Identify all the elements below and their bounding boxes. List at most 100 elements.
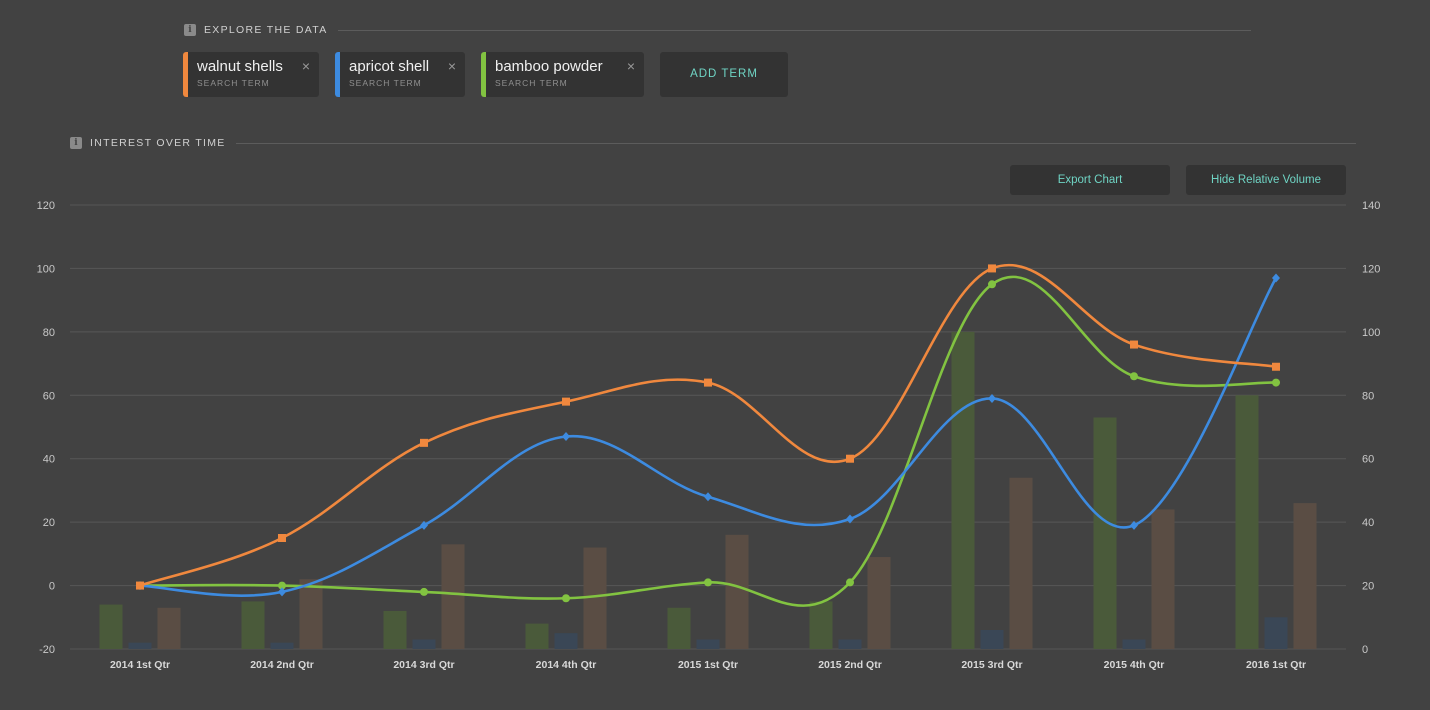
series-line (139, 263, 1277, 587)
y-tick-label-left: -20 (39, 644, 55, 656)
volume-bar (99, 604, 123, 649)
y-tick-label-left: 80 (43, 327, 55, 339)
divider (235, 142, 1356, 144)
volume-bar (441, 544, 465, 649)
x-tick-label: 2015 2nd Qtr (818, 659, 882, 671)
term-name: bamboo powder (495, 58, 603, 75)
data-point (704, 492, 712, 502)
term-color-stripe (183, 52, 188, 97)
volume-bar (157, 607, 181, 649)
term-name: walnut shells (197, 58, 283, 75)
volume-bar (809, 601, 833, 649)
explore-title: EXPLORE THE DATA (204, 24, 328, 36)
data-point (420, 438, 428, 447)
series-lines (139, 263, 1278, 607)
volume-bar (554, 633, 578, 649)
export-chart-button[interactable]: Export Chart (1010, 165, 1170, 195)
x-axis: 2014 1st Qtr 2014 2nd Qtr 2014 3rd Qtr 2014… (110, 659, 1306, 671)
data-point (988, 393, 996, 403)
y-tick-label-left: 120 (37, 200, 55, 212)
data-point (988, 264, 996, 273)
volume-bar (980, 629, 1004, 649)
x-tick-label: 2014 3rd Qtr (393, 659, 454, 671)
y-tick-label-left: 40 (43, 454, 55, 466)
data-point (420, 520, 428, 530)
data-point (704, 578, 712, 587)
x-tick-label: 2014 4th Qtr (536, 659, 597, 671)
volume-bar (1122, 639, 1146, 649)
explore-header: i EXPLORE THE DATA (184, 24, 1251, 36)
add-term-button[interactable]: ADD TERM (660, 52, 788, 97)
data-point (278, 534, 286, 542)
data-point (1130, 340, 1138, 349)
term-color-stripe (335, 52, 340, 97)
series-line (139, 275, 1277, 607)
term-card-walnut-shells[interactable]: walnut shells SEARCH TERM × (183, 52, 319, 97)
y-axis-right: 0 20 40 60 80 100 120 140 (1362, 200, 1380, 656)
y-tick-label-right: 80 (1362, 390, 1374, 402)
series-markers (136, 264, 1280, 603)
term-card-apricot-shell[interactable]: apricot shell SEARCH TERM × (335, 52, 465, 97)
info-icon[interactable]: i (70, 137, 82, 149)
data-point (1272, 273, 1280, 283)
data-point (846, 454, 854, 463)
volume-bar (412, 639, 436, 649)
x-tick-label: 2016 1st Qtr (1246, 659, 1306, 671)
divider (337, 29, 1251, 31)
close-icon[interactable]: × (447, 58, 456, 74)
interest-header: i INTEREST OVER TIME (70, 137, 1356, 149)
data-point (136, 581, 144, 590)
volume-bars (99, 331, 1317, 649)
volume-bar (1009, 477, 1033, 649)
y-tick-label-left: 0 (49, 581, 55, 593)
volume-bar (583, 547, 607, 649)
data-point (278, 581, 286, 590)
volume-bar (725, 534, 749, 649)
volume-bar (383, 610, 407, 649)
x-tick-label: 2014 2nd Qtr (250, 659, 314, 671)
y-tick-label-right: 60 (1362, 454, 1374, 466)
y-tick-label-right: 0 (1362, 644, 1368, 656)
volume-bar (525, 623, 549, 649)
volume-bar (1264, 617, 1288, 649)
y-tick-label-right: 120 (1362, 263, 1380, 275)
y-tick-label-right: 40 (1362, 517, 1374, 529)
data-point (1272, 378, 1280, 387)
term-card-bamboo-powder[interactable]: bamboo powder SEARCH TERM × (481, 52, 644, 97)
term-sub: SEARCH TERM (349, 78, 422, 88)
data-point (846, 578, 854, 587)
data-point (1130, 520, 1138, 530)
volume-bar (951, 331, 975, 649)
data-point (278, 587, 286, 597)
term-color-stripe (481, 52, 486, 97)
x-tick-label: 2014 1st Qtr (110, 659, 170, 671)
y-tick-label-right: 140 (1362, 200, 1380, 212)
volume-bar (270, 642, 294, 649)
y-tick-label-left: 20 (43, 517, 55, 529)
volume-bar (696, 639, 720, 649)
close-icon[interactable]: × (301, 58, 310, 74)
data-point (420, 587, 428, 596)
term-name: apricot shell (349, 58, 430, 75)
data-point (1272, 362, 1280, 371)
volume-bar (299, 579, 323, 649)
data-point (1130, 372, 1138, 381)
data-point (988, 280, 996, 289)
volume-bar (1093, 417, 1117, 649)
data-point (704, 378, 712, 387)
x-tick-label: 2015 3rd Qtr (961, 659, 1022, 671)
volume-bar (838, 639, 862, 649)
x-tick-label: 2015 1st Qtr (678, 659, 738, 671)
hide-relative-volume-button[interactable]: Hide Relative Volume (1186, 165, 1346, 195)
data-point (562, 432, 570, 442)
y-tick-label-left: 100 (37, 263, 55, 275)
volume-bar (128, 642, 152, 649)
y-tick-label-right: 100 (1362, 327, 1380, 339)
y-tick-label-right: 20 (1362, 581, 1374, 593)
volume-bar (1293, 503, 1317, 649)
info-icon[interactable]: i (184, 24, 196, 36)
term-sub: SEARCH TERM (197, 78, 270, 88)
close-icon[interactable]: × (626, 58, 635, 74)
interest-title: INTEREST OVER TIME (90, 137, 226, 149)
